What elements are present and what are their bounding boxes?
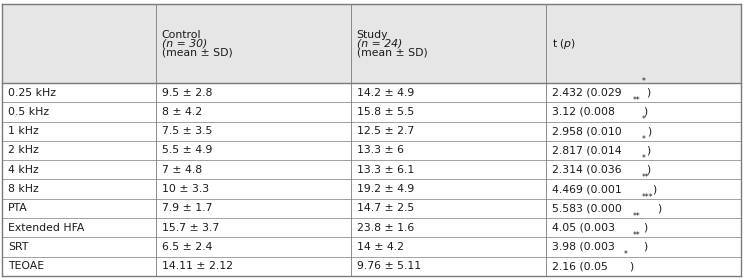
Text: 0.25 kHz: 0.25 kHz <box>8 88 56 98</box>
Text: ): ) <box>629 261 633 271</box>
Text: ): ) <box>646 88 651 98</box>
Text: *: * <box>641 154 646 163</box>
Text: 4 kHz: 4 kHz <box>8 165 39 175</box>
Text: 2.817 (0.014: 2.817 (0.014 <box>552 145 621 155</box>
Text: 6.5 ± 2.4: 6.5 ± 2.4 <box>162 242 212 252</box>
Bar <box>2 122 741 141</box>
Text: **: ** <box>633 96 640 105</box>
Text: 5.5 ± 4.9: 5.5 ± 4.9 <box>162 145 212 155</box>
Text: 0.5 kHz: 0.5 kHz <box>8 107 49 117</box>
Text: 3.98 (0.003: 3.98 (0.003 <box>552 242 614 252</box>
Text: ): ) <box>643 107 647 117</box>
Text: **: ** <box>633 231 640 240</box>
Bar <box>2 141 741 160</box>
Text: PTA: PTA <box>8 203 28 213</box>
Bar <box>2 237 741 256</box>
Bar <box>2 102 741 122</box>
Text: 23.8 ± 1.6: 23.8 ± 1.6 <box>357 223 414 233</box>
Text: *: * <box>624 250 628 259</box>
Text: Control: Control <box>162 30 201 39</box>
Text: 13.3 ± 6.1: 13.3 ± 6.1 <box>357 165 414 175</box>
Text: 2.16 (0.05: 2.16 (0.05 <box>552 261 608 271</box>
Text: (mean ± SD): (mean ± SD) <box>357 48 427 58</box>
Text: *: * <box>642 115 646 124</box>
Text: 7 ± 4.8: 7 ± 4.8 <box>162 165 202 175</box>
Text: 14.7 ± 2.5: 14.7 ± 2.5 <box>357 203 414 213</box>
Text: 9.5 ± 2.8: 9.5 ± 2.8 <box>162 88 212 98</box>
Text: 10 ± 3.3: 10 ± 3.3 <box>162 184 209 194</box>
Text: 13.3 ± 6: 13.3 ± 6 <box>357 145 403 155</box>
Text: 5.583 (0.000: 5.583 (0.000 <box>552 203 622 213</box>
Text: 8 kHz: 8 kHz <box>8 184 39 194</box>
Text: ): ) <box>646 126 651 136</box>
Text: 19.2 ± 4.9: 19.2 ± 4.9 <box>357 184 414 194</box>
Text: (mean ± SD): (mean ± SD) <box>162 48 233 58</box>
Text: 7.5 ± 3.5: 7.5 ± 3.5 <box>162 126 212 136</box>
Text: ***: *** <box>642 193 654 202</box>
Text: *: * <box>641 77 646 86</box>
Text: ): ) <box>652 184 656 194</box>
Text: 15.8 ± 5.5: 15.8 ± 5.5 <box>357 107 414 117</box>
Text: *: * <box>641 135 646 144</box>
Text: SRT: SRT <box>8 242 28 252</box>
Bar <box>2 160 741 179</box>
Text: ): ) <box>643 242 647 252</box>
Text: ): ) <box>657 203 661 213</box>
Text: Extended HFA: Extended HFA <box>8 223 85 233</box>
Text: Study: Study <box>357 30 389 39</box>
Text: ): ) <box>646 165 651 175</box>
Text: TEOAE: TEOAE <box>8 261 45 271</box>
Text: 8 ± 4.2: 8 ± 4.2 <box>162 107 202 117</box>
Text: **: ** <box>633 212 640 221</box>
Text: 2.958 (0.010: 2.958 (0.010 <box>552 126 621 136</box>
Text: **: ** <box>642 173 649 182</box>
Text: ): ) <box>646 145 651 155</box>
Text: ): ) <box>643 223 647 233</box>
Text: 7.9 ± 1.7: 7.9 ± 1.7 <box>162 203 212 213</box>
Text: 14.11 ± 2.12: 14.11 ± 2.12 <box>162 261 233 271</box>
Text: 4.469 (0.001: 4.469 (0.001 <box>552 184 621 194</box>
Text: 1 kHz: 1 kHz <box>8 126 39 136</box>
Bar <box>2 4 741 83</box>
Text: 9.76 ± 5.11: 9.76 ± 5.11 <box>357 261 421 271</box>
Bar <box>2 179 741 199</box>
Text: t ($p$): t ($p$) <box>552 37 576 51</box>
Text: 12.5 ± 2.7: 12.5 ± 2.7 <box>357 126 414 136</box>
Text: 2 kHz: 2 kHz <box>8 145 39 155</box>
Text: 4.05 (0.003: 4.05 (0.003 <box>552 223 614 233</box>
Text: 3.12 (0.008: 3.12 (0.008 <box>552 107 614 117</box>
Text: 2.314 (0.036: 2.314 (0.036 <box>552 165 621 175</box>
Bar <box>2 199 741 218</box>
Text: (n = 24): (n = 24) <box>357 39 402 49</box>
Bar <box>2 218 741 237</box>
Text: 2.432 (0.029: 2.432 (0.029 <box>552 88 621 98</box>
Bar <box>2 83 741 102</box>
Bar <box>2 256 741 276</box>
Text: (n = 30): (n = 30) <box>162 39 207 49</box>
Text: 14.2 ± 4.9: 14.2 ± 4.9 <box>357 88 414 98</box>
Text: 14 ± 4.2: 14 ± 4.2 <box>357 242 403 252</box>
Text: 15.7 ± 3.7: 15.7 ± 3.7 <box>162 223 219 233</box>
